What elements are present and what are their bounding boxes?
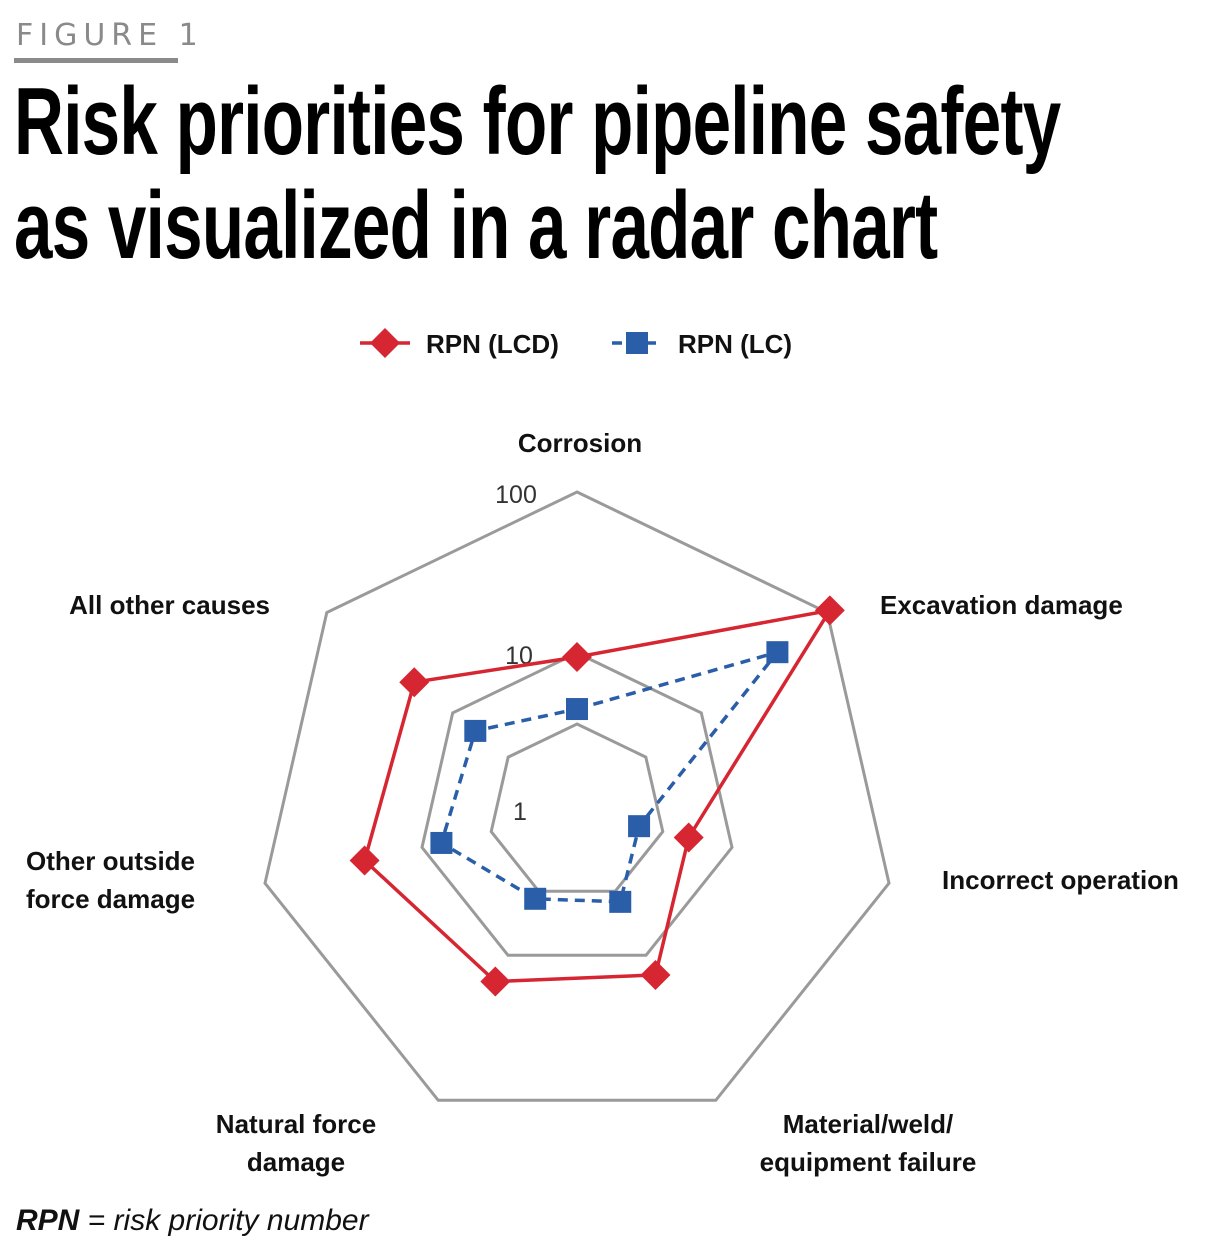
legend-label-1: RPN (LC) xyxy=(678,329,792,359)
category-labels: Corrosion Excavation damage Incorrect oper… xyxy=(26,428,1179,1177)
point-0-2 xyxy=(673,822,704,853)
point-1-2 xyxy=(628,815,651,838)
tick-label-100: 100 xyxy=(495,481,537,509)
point-1-1 xyxy=(766,641,789,664)
legend-label-0: RPN (LCD) xyxy=(426,329,559,359)
footnote-definition: = risk priority number xyxy=(79,1204,369,1237)
point-0-6 xyxy=(399,667,430,698)
point-1-6 xyxy=(464,719,487,742)
point-0-0 xyxy=(562,642,592,673)
series-0 xyxy=(349,595,845,997)
point-1-0 xyxy=(566,698,588,721)
category-label-5-line-1: force damage xyxy=(26,884,195,914)
category-label-3-line-1: equipment failure xyxy=(760,1147,977,1177)
legend-item-1: RPN (LC) xyxy=(612,329,792,359)
chart-title-line-2: as visualized in a radar chart xyxy=(14,172,938,279)
legend: RPN (LCD) RPN (LC) xyxy=(360,328,792,359)
point-0-1 xyxy=(814,595,845,626)
grid-ring-10 xyxy=(420,651,734,957)
figure-label: FIGURE 1 xyxy=(16,18,204,53)
legend-marker-0 xyxy=(370,328,400,358)
point-0-4 xyxy=(480,966,511,997)
footnote: RPN = risk priority number xyxy=(16,1204,369,1238)
legend-marker-1 xyxy=(626,332,648,354)
category-label-2-line-0: Incorrect operation xyxy=(942,865,1179,895)
category-label-3-line-0: Material/weld/ xyxy=(783,1109,954,1139)
grid-ring-100 xyxy=(263,490,891,1102)
point-1-5 xyxy=(430,831,453,854)
series-line-0 xyxy=(362,607,834,984)
category-label-5-line-0: Other outside xyxy=(26,846,195,876)
category-label-0-line-0: Corrosion xyxy=(518,428,642,458)
point-0-3 xyxy=(640,959,671,990)
category-label-4-line-1: damage xyxy=(247,1147,345,1177)
category-label-1-line-0: Excavation damage xyxy=(880,590,1123,620)
category-label-6-line-0: All other causes xyxy=(69,590,270,620)
series-layer xyxy=(349,595,845,997)
legend-item-0: RPN (LCD) xyxy=(360,328,559,359)
series-1 xyxy=(430,641,789,913)
grid-ring-1 xyxy=(489,722,665,893)
series-line-1 xyxy=(439,649,783,904)
point-0-5 xyxy=(349,845,380,876)
footnote-term: RPN xyxy=(16,1204,80,1237)
radar-grid xyxy=(263,490,891,1102)
tick-label-1: 1 xyxy=(513,798,527,826)
category-label-4-line-0: Natural force xyxy=(216,1109,376,1139)
figure-label-rule xyxy=(14,58,178,63)
point-1-4 xyxy=(524,887,547,910)
point-1-3 xyxy=(609,890,632,913)
